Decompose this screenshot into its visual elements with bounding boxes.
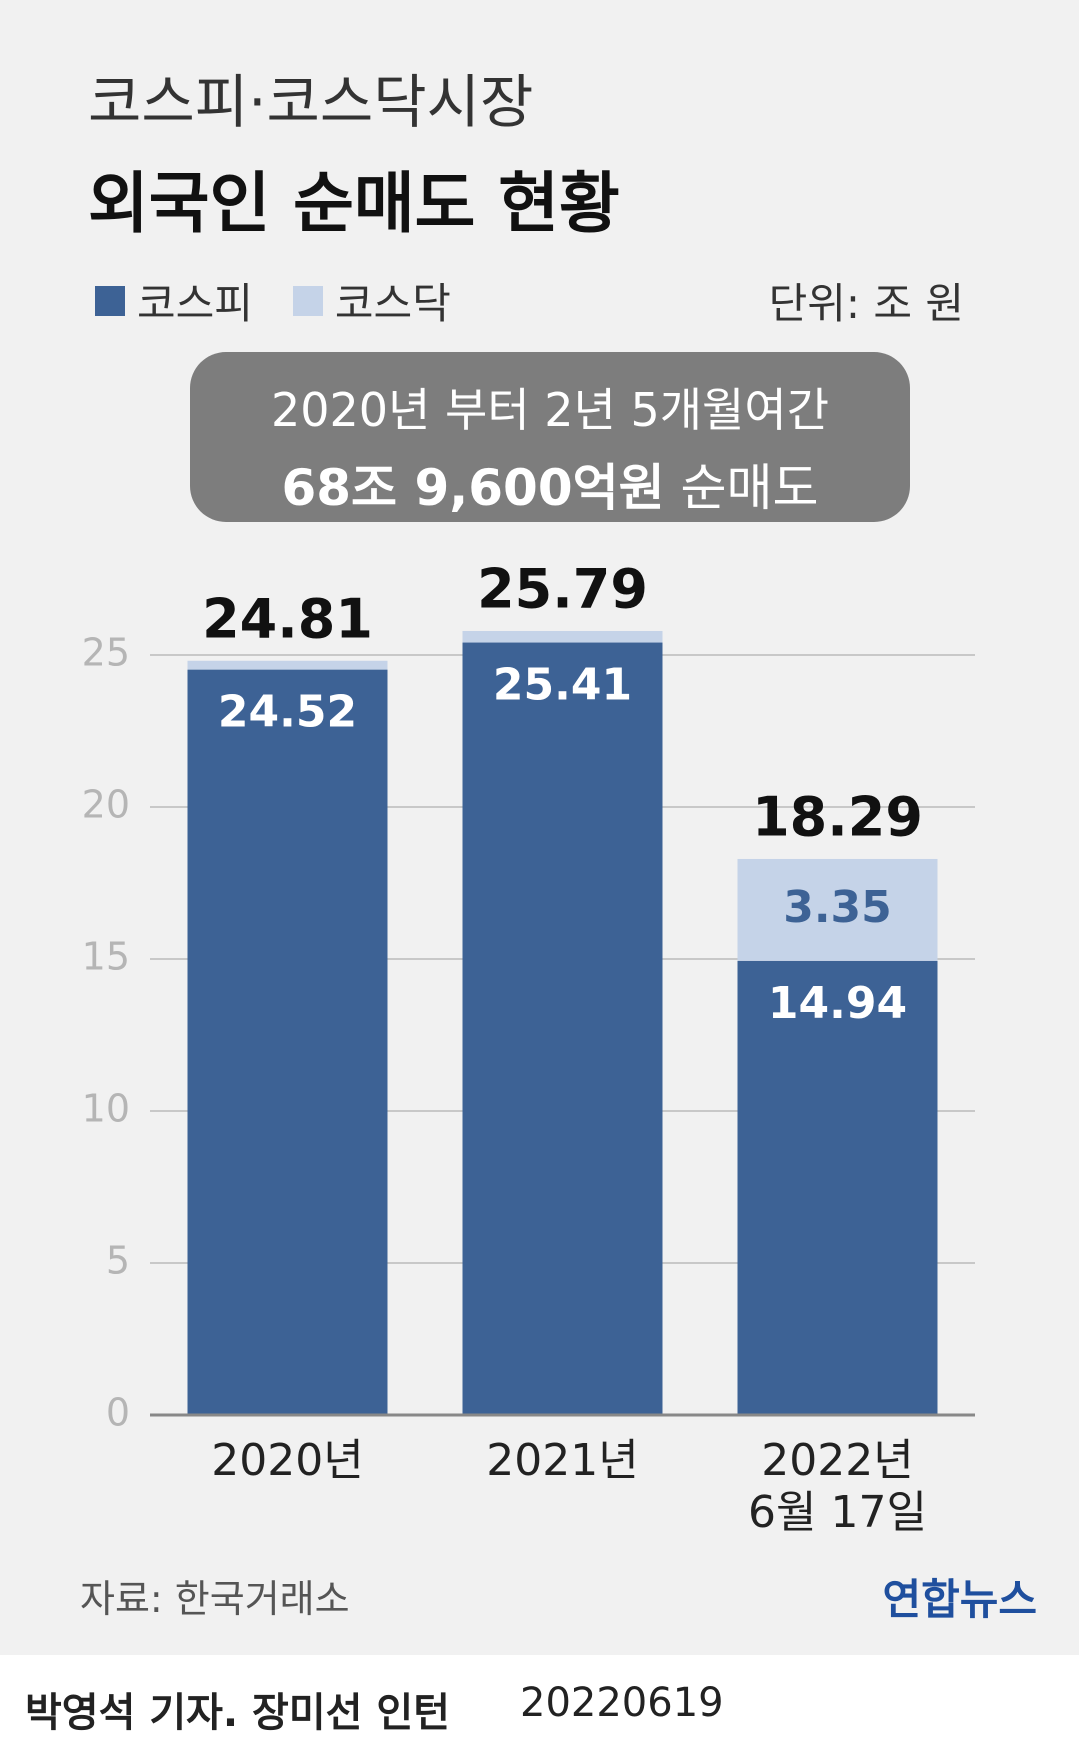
date: 20220619	[520, 1680, 724, 1726]
bar-segment	[187, 660, 388, 670]
y-tick-label: 10	[82, 1087, 130, 1131]
total-label: 25.79	[477, 558, 648, 621]
y-tick-label: 15	[82, 935, 130, 979]
logo: 연합뉴스	[882, 1575, 1037, 1624]
callout-line: 68조 9,600억원 순매도	[190, 448, 910, 520]
callout-amount: 68조 9,600억원	[281, 459, 665, 517]
bar-segment	[737, 960, 938, 1415]
x-tick-label: 2020년	[211, 1435, 364, 1486]
subtitle: 외국인 순매도 현황	[88, 165, 620, 242]
value-label: 14.94	[768, 978, 907, 1029]
bar-segment	[462, 642, 663, 1415]
legend-item: 코스피	[95, 270, 253, 331]
callout: 2020년 부터 2년 5개월여간 68조 9,600억원 순매도	[190, 352, 910, 522]
x-tick-label: 2022년 6월 17일	[748, 1435, 927, 1538]
callout-line: 2020년 부터 2년 5개월여간	[270, 383, 830, 437]
legend-swatch	[95, 285, 125, 316]
bar-segment	[462, 630, 663, 643]
total-label: 24.81	[202, 587, 373, 650]
legend: 코스피 코스닥	[95, 270, 451, 331]
y-tick-label: 0	[106, 1391, 130, 1435]
y-tick-label: 5	[106, 1239, 130, 1283]
y-tick-label: 25	[82, 631, 130, 675]
value-label: 3.35	[783, 882, 892, 933]
unit: 단위: 조 원	[768, 279, 964, 328]
callout-suffix: 순매도	[680, 459, 819, 517]
bar-segment	[187, 669, 388, 1415]
chart: 0 5 10 15 20 25 24.52 24.81 25.41 25.79 14.94 3.35 1…	[82, 558, 975, 1435]
legend-label: 코스피	[137, 279, 253, 328]
title: 코스피·코스닥시장	[88, 68, 534, 136]
x-tick-label: 2021년	[486, 1435, 639, 1486]
legend-label: 코스닥	[334, 279, 451, 328]
legend-swatch	[292, 285, 323, 316]
y-tick-label: 20	[82, 783, 130, 827]
value-label: 25.41	[493, 660, 632, 711]
legend-item: 코스닥	[292, 270, 451, 331]
total-label: 18.29	[752, 786, 923, 849]
byline: 박영석 기자. 장미선 인턴	[25, 1690, 450, 1736]
value-label: 24.52	[218, 687, 357, 738]
bar-segment	[737, 858, 938, 961]
source: 자료: 한국거래소	[80, 1577, 350, 1621]
